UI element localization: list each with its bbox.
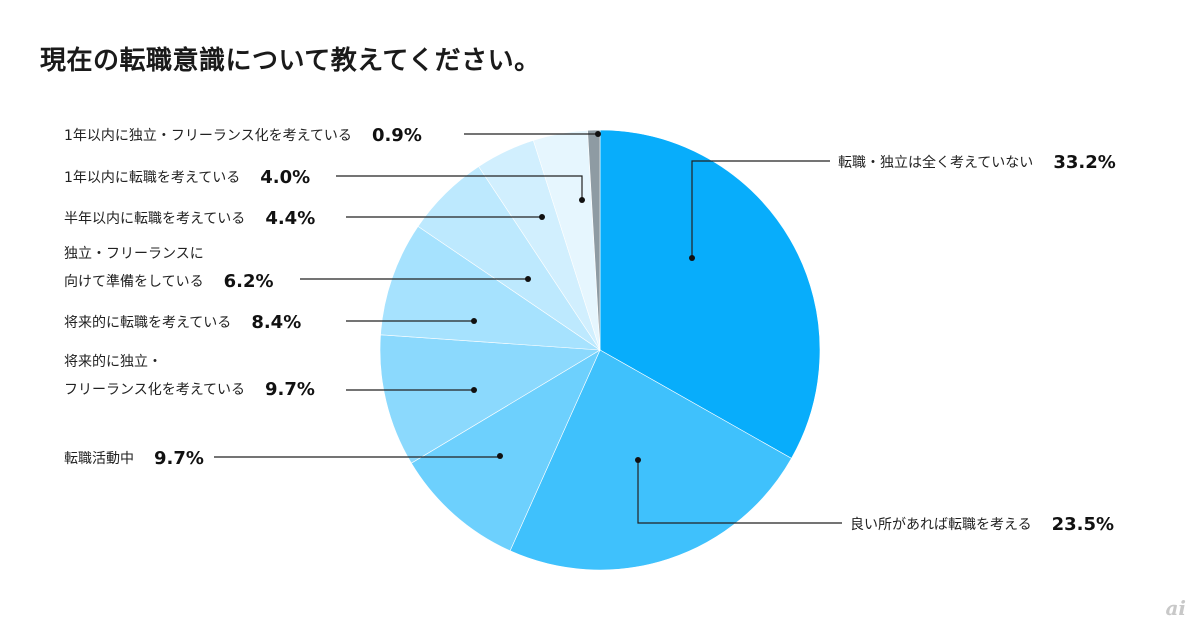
slice-value-label: 4.4% <box>265 208 315 229</box>
slice-label: 1年以内に転職を考えている <box>64 170 240 186</box>
slice-label: 半年以内に転職を考えている <box>64 211 245 227</box>
pie-slice <box>599 129 821 459</box>
leader-dot <box>539 214 545 220</box>
slice-value-label: 33.2% <box>1053 152 1115 173</box>
pie-slices <box>379 129 821 571</box>
leader-dot <box>471 318 477 324</box>
slice-value-label: 23.5% <box>1052 514 1114 535</box>
slice-label: 将来的に独立・ <box>64 354 162 370</box>
watermark-logo: ai <box>1165 596 1186 620</box>
slice-value-label: 4.0% <box>260 167 310 188</box>
slice-value-label: 0.9% <box>372 125 422 146</box>
slice-label: 将来的に転職を考えている <box>64 315 231 331</box>
pie-slice <box>380 225 602 351</box>
slice-label: 1年以内に独立・フリーランス化を考えている <box>64 128 352 144</box>
leader-dot <box>595 131 601 137</box>
chart-title: 現在の転職意識について教えてください。 <box>40 46 541 76</box>
leader-dot <box>471 387 477 393</box>
leader-dot <box>689 255 695 261</box>
leader-dot <box>497 453 503 459</box>
pie-slice <box>509 349 792 571</box>
slice-value-label: 6.2% <box>224 271 274 292</box>
leader-line <box>637 460 842 524</box>
slice-value-label: 9.7% <box>265 379 315 400</box>
slice-label: 転職・独立は全く考えていない <box>838 154 1033 171</box>
slice-value-label: 9.7% <box>154 448 204 469</box>
slice-label: 良い所があれば転職を考える <box>850 517 1032 533</box>
slice-value-label: 8.4% <box>251 312 301 333</box>
pie-slice <box>410 349 601 552</box>
slice-label: 転職活動中 <box>64 451 134 467</box>
leader-dot <box>635 457 641 463</box>
leader-line <box>336 175 583 200</box>
slice-label: フリーランス化を考えている <box>64 382 245 398</box>
slice-labels: 転職・独立は全く考えていない 33.2% 良い所があれば転職を考える 23.5% 転職活… <box>64 125 1116 535</box>
leader-lines <box>214 131 842 524</box>
slice-label: 独立・フリーランスに <box>64 246 204 262</box>
pie-slice <box>587 129 601 351</box>
pie-slice <box>379 334 601 464</box>
leader-dot <box>525 276 531 282</box>
leader-dot <box>579 197 585 203</box>
slice-label: 向けて準備をしている <box>64 274 204 290</box>
leader-line <box>691 160 830 258</box>
